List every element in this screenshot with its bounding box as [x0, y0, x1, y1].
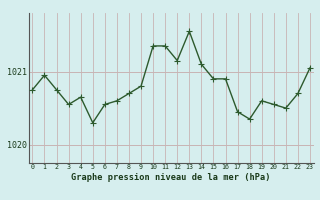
X-axis label: Graphe pression niveau de la mer (hPa): Graphe pression niveau de la mer (hPa)	[71, 173, 271, 182]
